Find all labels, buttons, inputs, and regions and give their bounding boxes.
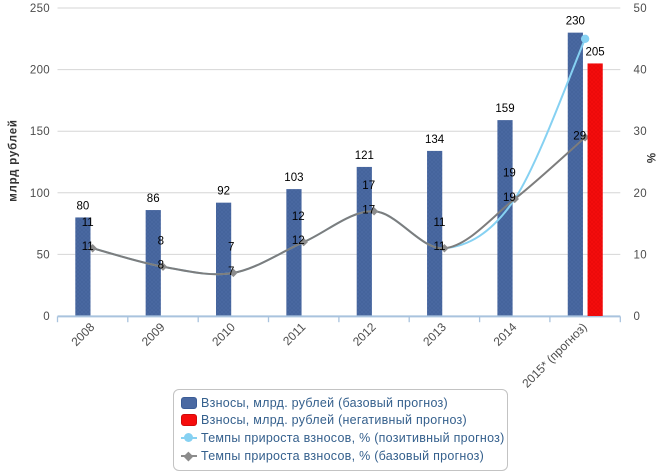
svg-text:8: 8	[158, 235, 164, 247]
svg-text:11: 11	[82, 241, 94, 253]
svg-text:205: 205	[586, 46, 605, 58]
svg-text:20: 20	[634, 188, 647, 200]
svg-text:92: 92	[217, 186, 230, 198]
svg-text:2011: 2011	[280, 320, 308, 348]
svg-text:80: 80	[77, 200, 90, 212]
svg-text:2014: 2014	[491, 320, 520, 349]
svg-text:0: 0	[43, 311, 50, 323]
svg-text:2008: 2008	[69, 320, 98, 349]
svg-text:40: 40	[634, 65, 647, 77]
svg-text:121: 121	[355, 150, 374, 162]
svg-text:2012: 2012	[350, 320, 379, 349]
svg-text:103: 103	[284, 172, 303, 184]
svg-text:8: 8	[158, 260, 164, 272]
svg-text:29: 29	[573, 130, 586, 142]
svg-text:12: 12	[292, 211, 305, 223]
svg-text:10: 10	[634, 249, 647, 261]
svg-text:19: 19	[503, 168, 516, 180]
svg-text:159: 159	[495, 103, 514, 115]
svg-text:7: 7	[228, 266, 234, 278]
svg-text:7: 7	[228, 242, 234, 254]
svg-text:17: 17	[362, 180, 375, 192]
svg-text:11: 11	[82, 217, 94, 229]
svg-text:86: 86	[147, 193, 160, 205]
svg-text:0: 0	[634, 311, 641, 323]
svg-text:19: 19	[503, 192, 516, 204]
svg-text:2009: 2009	[139, 320, 168, 349]
svg-text:17: 17	[362, 204, 375, 216]
svg-text:2013: 2013	[420, 320, 449, 349]
svg-text:%: %	[647, 153, 659, 163]
svg-text:11: 11	[433, 217, 445, 229]
svg-text:12: 12	[292, 235, 305, 247]
svg-text:100: 100	[30, 188, 50, 200]
svg-text:250: 250	[30, 3, 50, 15]
svg-text:млрд рублей: млрд рублей	[8, 119, 20, 202]
svg-text:2015* (прогноз): 2015* (прогноз)	[519, 320, 589, 390]
svg-text:2010: 2010	[209, 320, 238, 349]
svg-text:134: 134	[425, 134, 445, 146]
svg-text:30: 30	[634, 126, 647, 138]
svg-text:230: 230	[566, 16, 585, 28]
svg-text:11: 11	[433, 241, 445, 253]
svg-text:200: 200	[30, 65, 50, 77]
svg-text:50: 50	[37, 249, 50, 261]
svg-text:150: 150	[30, 126, 50, 138]
svg-text:50: 50	[634, 3, 647, 15]
